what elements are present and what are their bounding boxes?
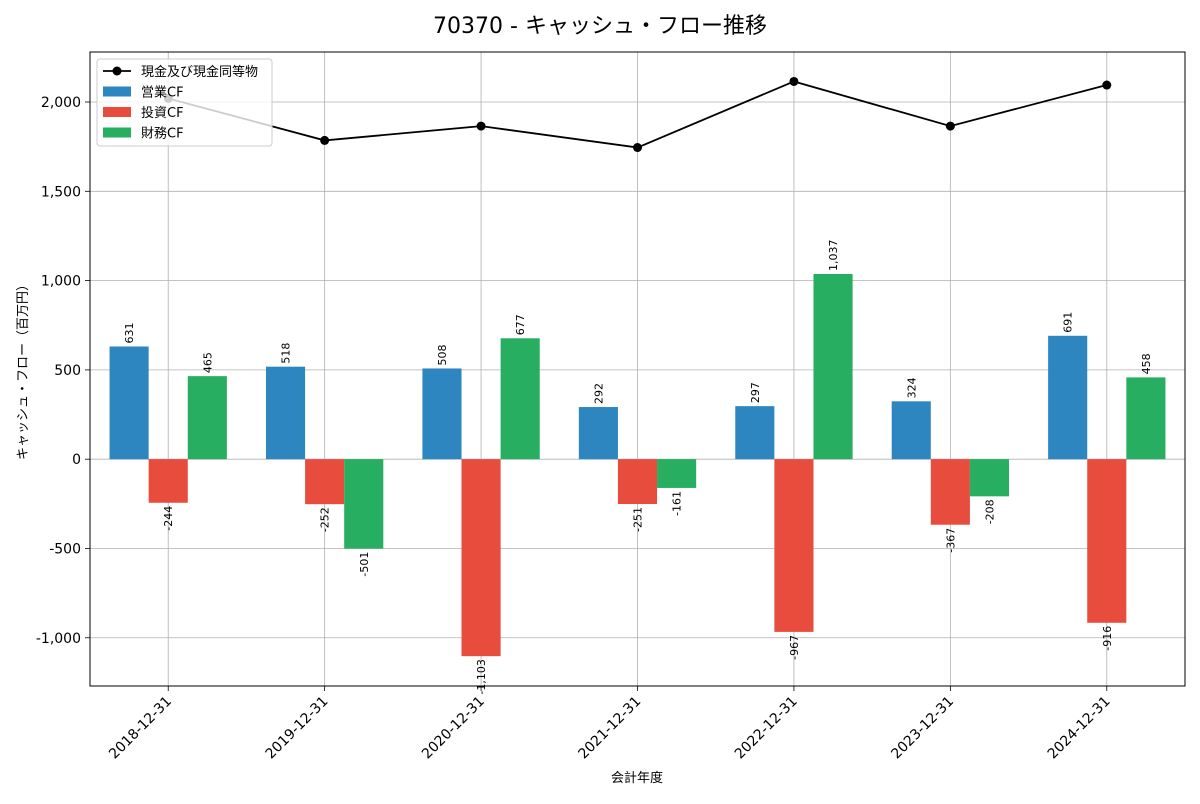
data-label: 691 xyxy=(1062,312,1075,333)
data-label: 297 xyxy=(749,382,762,403)
data-label: -252 xyxy=(319,507,332,532)
data-label: 324 xyxy=(905,377,918,398)
data-label: -916 xyxy=(1101,626,1114,651)
bar-3 xyxy=(344,459,384,549)
legend-label: 財務CF xyxy=(141,127,184,142)
bars xyxy=(109,273,1166,657)
y-tick-label: 2,000 xyxy=(41,95,81,111)
cash-point xyxy=(476,121,486,131)
y-tick-label: -1,000 xyxy=(36,631,81,647)
legend-swatch xyxy=(103,86,131,97)
cash-point xyxy=(633,143,642,153)
bar-2 xyxy=(774,459,814,632)
x-axis-label: 会計年度 xyxy=(611,770,663,786)
data-label: 518 xyxy=(280,343,293,364)
legend-label: 営業CF xyxy=(141,85,184,101)
cash-point xyxy=(789,76,799,86)
bar-3 xyxy=(657,459,697,488)
y-tick-label: 1,000 xyxy=(41,274,81,290)
bar-2 xyxy=(617,459,658,505)
data-label: -367 xyxy=(944,528,957,553)
x-tick-label: 2021-12-31 xyxy=(575,694,644,763)
bar-1 xyxy=(735,406,775,460)
bar-2 xyxy=(305,459,345,505)
data-label: 631 xyxy=(123,322,136,343)
y-tick-label: -500 xyxy=(49,541,81,557)
cash-point xyxy=(1102,80,1112,90)
chart-title: 70370 - キャッシュ・フロー推移 xyxy=(433,14,767,39)
bar-1 xyxy=(578,407,618,460)
bar-1 xyxy=(265,366,306,460)
cash-point xyxy=(945,121,955,131)
data-label: 1,037 xyxy=(827,239,840,271)
bar-3 xyxy=(500,338,540,460)
legend-swatch xyxy=(103,107,131,117)
legend-box xyxy=(96,58,273,147)
data-label: -244 xyxy=(162,506,175,531)
cash-line-series xyxy=(163,76,1112,153)
data-label: -208 xyxy=(983,499,996,524)
data-label: 458 xyxy=(1140,353,1153,374)
x-tick-label: 2019-12-31 xyxy=(263,694,332,763)
bar-2 xyxy=(461,459,501,657)
data-label: 508 xyxy=(436,344,449,365)
y-axis-label: キャッシュ・フロー（百万円） xyxy=(16,278,31,460)
data-label: 292 xyxy=(592,383,605,404)
bar-1 xyxy=(109,346,149,460)
x-tick-label: 2024-12-31 xyxy=(1045,694,1114,763)
data-label: -1,103 xyxy=(475,659,488,694)
legend-swatch xyxy=(103,127,131,138)
bar-2 xyxy=(148,459,188,503)
bar-1 xyxy=(422,368,462,460)
bar-1 xyxy=(1048,335,1088,460)
data-label: -251 xyxy=(632,507,645,532)
y-tick-label: 500 xyxy=(54,363,81,379)
x-tick-label: 2022-12-31 xyxy=(732,694,801,763)
data-label: 677 xyxy=(514,314,527,335)
legend-marker xyxy=(112,66,122,76)
bar-2 xyxy=(930,459,970,525)
data-label: -501 xyxy=(358,552,371,577)
legend-label: 投資CF xyxy=(141,105,184,121)
bar-3 xyxy=(969,459,1010,497)
data-labels: 631 518 508 292 297 324 691 -244 -252 -1,103 -251 -… xyxy=(123,239,1153,694)
bar-2 xyxy=(1087,459,1127,623)
data-label: -967 xyxy=(788,635,801,660)
data-label: 465 xyxy=(201,352,214,373)
bar-3 xyxy=(1126,377,1166,460)
legend-label: 現金及び現金同等物 xyxy=(141,64,258,80)
x-tick-label: 2020-12-31 xyxy=(419,694,488,763)
x-tick-label: 2023-12-31 xyxy=(888,694,957,763)
y-tick-label: 1,500 xyxy=(41,184,81,200)
cash-point xyxy=(320,135,330,145)
x-tick-label: 2018-12-31 xyxy=(106,694,175,763)
data-label: -161 xyxy=(671,491,684,516)
bar-3 xyxy=(813,273,853,460)
bar-3 xyxy=(187,376,227,460)
y-tick-label: 0 xyxy=(72,452,81,468)
plot-frame xyxy=(89,51,1186,687)
bar-1 xyxy=(891,401,931,460)
